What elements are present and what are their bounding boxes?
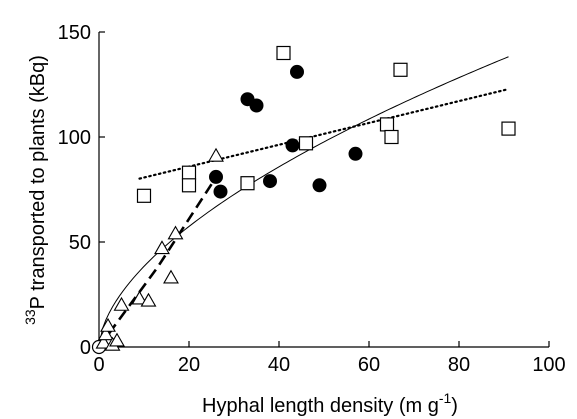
y-tick-label: 0 (80, 337, 91, 359)
x-tick-label: 40 (268, 354, 290, 376)
y-tick-label: 50 (69, 232, 91, 254)
data-point-open-triangle (131, 290, 148, 305)
data-point-open-square (501, 121, 516, 136)
data-point-open-square (393, 62, 408, 77)
data-point-open-triangle (163, 269, 179, 284)
data-point-filled-circle (312, 178, 327, 193)
data-point-filled-circle (249, 98, 264, 113)
fit-line-thin-solid (98, 56, 509, 348)
data-point-filled-circle (213, 184, 228, 199)
data-point-open-square (384, 129, 399, 145)
x-tick-label: 80 (448, 354, 470, 376)
data-point-open-triangle (100, 317, 116, 332)
data-point-open-triangle (154, 240, 170, 255)
data-point-open-square (276, 45, 291, 61)
y-tick-label: 100 (58, 127, 91, 149)
data-point-open-square (181, 165, 197, 180)
fit-line-dashed (97, 176, 218, 348)
data-point-filled-circle (209, 169, 223, 184)
y-axis-title-main: P transported to plants (kBq) (27, 55, 49, 309)
data-point-open-square (240, 176, 255, 191)
x-tick-label: 60 (358, 354, 380, 376)
data-point-open-triangle (95, 334, 112, 349)
fit-lines (97, 56, 510, 348)
data-point-open-square (379, 117, 395, 132)
data-point-open-triangle (208, 147, 224, 162)
data-point-open-square (298, 136, 314, 151)
y-axis-title-sup: 33 (22, 309, 38, 325)
y-tick-label: 150 (58, 22, 91, 44)
data-point-open-triangle (167, 225, 184, 240)
x-axis-title-sup: -1 (439, 390, 452, 406)
data-markers (91, 45, 516, 355)
x-tick-label: 20 (178, 354, 200, 376)
x-axis-title-main: Hyphal length density (m g (202, 395, 439, 417)
x-axis-title-end: ) (451, 395, 458, 417)
data-point-filled-circle (290, 64, 304, 79)
fit-line-dotted (138, 87, 510, 180)
x-axis-title: Hyphal length density (m g-1) (202, 390, 458, 417)
data-point-open-square (181, 178, 197, 193)
y-axis-title: 33P transported to plants (kBq) (22, 55, 49, 325)
data-point-open-triangle (140, 292, 157, 307)
x-tick-label: 100 (532, 354, 565, 376)
data-point-filled-circle (285, 138, 300, 153)
data-point-open-triangle (109, 332, 125, 347)
x-tick-label: 0 (93, 354, 104, 376)
data-point-open-square (136, 188, 152, 203)
data-point-open-triangle (113, 296, 130, 311)
x-axis-ticks: 0 20 40 60 80 100 (93, 341, 566, 376)
plot-area (98, 32, 549, 348)
data-point-filled-circle (263, 174, 277, 189)
y-axis-ticks: 0 50 100 150 (58, 22, 105, 359)
data-point-open-triangle (97, 326, 114, 341)
data-point-filled-circle (348, 146, 363, 161)
